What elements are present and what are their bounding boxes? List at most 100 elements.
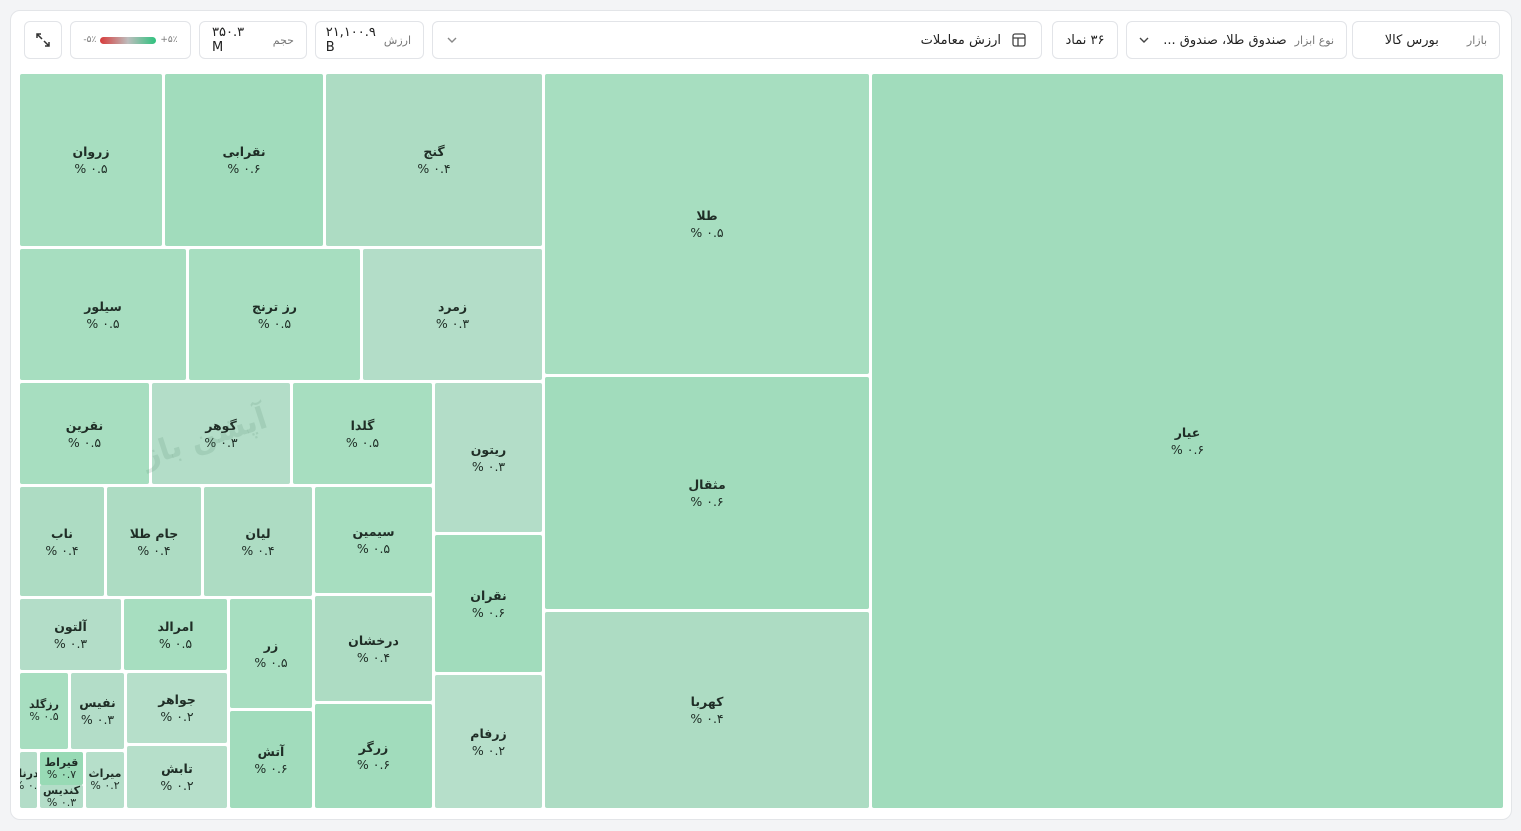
tile-symbol: ریتون: [470, 441, 507, 457]
tile-change: ۰.۲ %: [160, 709, 194, 724]
treemap-tile[interactable]: آلتون ۰.۳ %: [20, 599, 121, 670]
tile-change: ۰.۵ %: [254, 654, 288, 670]
tile-change: ۰.۳ %: [46, 795, 77, 808]
treemap-tile[interactable]: زروان ۰.۵ %: [20, 74, 162, 246]
tile-change: ۰.۶ %: [227, 161, 261, 176]
treemap-tile[interactable]: تابش ۰.۲ %: [127, 746, 227, 808]
treemap-tile[interactable]: میراث ۰.۲ %: [86, 752, 124, 808]
tile-change: ۰.۴ %: [417, 161, 451, 176]
tile-change: ۰.۴ %: [690, 711, 724, 726]
treemap-tile[interactable]: عیار ۰.۶ %: [872, 74, 1503, 808]
tile-change: ۰.۷ %: [46, 767, 77, 781]
treemap-tile[interactable]: کهربا ۰.۴ %: [545, 612, 869, 808]
treemap-tile[interactable]: گلدا ۰.۵ %: [293, 383, 432, 484]
tile-symbol: مثقال: [688, 477, 726, 492]
tile-change: ۰.۴ %: [45, 542, 79, 558]
treemap-tile[interactable]: زرفام ۰.۲ %: [435, 675, 542, 808]
tile-change: ۰.۳ %: [80, 712, 115, 727]
tile-change: ۰.۲ %: [160, 778, 194, 793]
metric-select[interactable]: ارزش معاملات: [432, 21, 1042, 59]
metric-value: ارزش معاملات: [920, 32, 1001, 48]
tile-change: ۰.۵ %: [356, 541, 391, 556]
tile-change: ۰.۵ %: [690, 225, 724, 240]
treemap-tile[interactable]: مثقال ۰.۶ %: [545, 377, 869, 609]
tile-change: ۰.۶ %: [356, 757, 391, 772]
tile-symbol: امرالد: [157, 618, 194, 634]
treemap-tile[interactable]: گنج ۰.۴ %: [326, 74, 542, 246]
tile-change: ۰.۵ %: [345, 434, 380, 450]
treemap-tile[interactable]: ریتون ۰.۳ %: [435, 383, 542, 532]
value-text: ۲۱,۱۰۰.۹ B: [325, 25, 376, 55]
tile-symbol: گلدا: [350, 417, 375, 433]
tile-change: ۰.۴ %: [137, 542, 171, 558]
market-label: بازار: [1466, 33, 1487, 47]
tile-symbol: آلتون: [54, 618, 87, 634]
symbol-count-text: ۳۶ نماد: [1065, 32, 1105, 48]
treemap-tile[interactable]: کندیس ۰.۳ %: [40, 785, 83, 808]
treemap-tile[interactable]: رز ترنج ۰.۵ %: [189, 249, 360, 380]
treemap-tile[interactable]: زمرد ۰.۳ %: [363, 249, 542, 380]
tile-symbol: جواهر: [158, 692, 196, 707]
tile-symbol: نقرابی: [222, 144, 266, 159]
tile-change: ۰.۲ %: [471, 742, 506, 758]
tile-change: ۰.۶ %: [690, 494, 724, 509]
type-select[interactable]: نوع ابزار صندوق طلا، صندوق ...: [1126, 21, 1347, 59]
treemap-tile[interactable]: جام طلا ۰.۴ %: [107, 487, 201, 596]
treemap-tile[interactable]: آتش ۰.۶ %: [230, 711, 312, 808]
value-label: ارزش: [383, 33, 411, 47]
symbol-count: ۳۶ نماد: [1052, 21, 1118, 59]
layout-icon: [1012, 33, 1026, 47]
treemap-tile[interactable]: زر ۰.۵ %: [230, 599, 312, 708]
treemap-tile[interactable]: نقرین ۰.۵ %: [20, 383, 149, 484]
tile-symbol: رز ترنج: [252, 298, 297, 314]
tile-symbol: درنا: [20, 767, 37, 780]
tile-change: ۰.۵ %: [67, 434, 102, 450]
treemap-tile[interactable]: جواهر ۰.۲ %: [127, 673, 227, 743]
tile-change: ۰.۴ %: [241, 542, 275, 558]
treemap-tile[interactable]: امرالد ۰.۵ %: [124, 599, 227, 670]
tile-change: ۰.۳ %: [204, 434, 238, 450]
treemap-tile[interactable]: نفیس ۰.۳ %: [71, 673, 124, 749]
type-value: صندوق طلا، صندوق ...: [1163, 32, 1287, 48]
tile-symbol: آتش: [257, 743, 285, 759]
treemap-tile[interactable]: قیراط ۰.۷ %: [40, 752, 83, 785]
treemap-tile[interactable]: سیمین ۰.۵ %: [315, 487, 432, 593]
tile-change: ۰.۵ %: [74, 161, 108, 176]
color-legend: -۵٪ +۵٪: [70, 21, 191, 59]
treemap-tile[interactable]: لیان ۰.۴ %: [204, 487, 312, 596]
tile-symbol: رزگلد: [29, 698, 59, 711]
tile-symbol: تابش: [161, 761, 193, 776]
tile-symbol: زرگر: [358, 740, 389, 755]
treemap-tile[interactable]: گوهر ۰.۳ %: [152, 383, 290, 484]
treemap-tile[interactable]: نقران ۰.۶ %: [435, 535, 542, 672]
treemap-tile[interactable]: زرگر ۰.۶ %: [315, 704, 432, 808]
tile-change: ۰.۶ %: [1170, 442, 1205, 457]
type-label: نوع ابزار: [1294, 33, 1334, 47]
tile-symbol: نقران: [470, 587, 507, 603]
tile-symbol: جام طلا: [129, 525, 179, 541]
tile-change: ۰.۲ %: [90, 779, 120, 792]
fullscreen-button[interactable]: [24, 21, 62, 59]
tile-change: ۰.۳ %: [471, 458, 506, 474]
treemap-tile[interactable]: درخشان ۰.۴ %: [315, 596, 432, 701]
volume-summary: حجم ۳۵۰.۳ M: [199, 21, 307, 59]
tile-change: ۰.۵ %: [29, 710, 59, 723]
treemap-tile[interactable]: نقرابی ۰.۶ %: [165, 74, 323, 246]
tile-symbol: درخشان: [348, 632, 399, 648]
value-summary: ارزش ۲۱,۱۰۰.۹ B: [315, 21, 424, 59]
tile-change: ۰.۶ %: [471, 604, 506, 620]
treemap-tile[interactable]: طلا ۰.۵ %: [545, 74, 869, 374]
tile-symbol: سیمین: [352, 524, 395, 539]
market-select[interactable]: بازار بورس کالا: [1352, 21, 1500, 59]
treemap-tile[interactable]: ناب ۰.۴ %: [20, 487, 104, 596]
tile-symbol: کندیس: [43, 785, 80, 797]
treemap-tile[interactable]: سیلور ۰.۵ %: [20, 249, 186, 380]
tile-change: ۰.۶ %: [254, 760, 288, 776]
tile-symbol: زمرد: [437, 298, 468, 314]
tile-change: ۰.۵ %: [158, 635, 193, 651]
treemap-tile[interactable]: رزگلد ۰.۵ %: [20, 673, 68, 749]
tile-symbol: طلا: [696, 208, 718, 223]
